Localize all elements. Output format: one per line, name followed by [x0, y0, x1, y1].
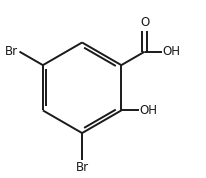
Text: Br: Br — [5, 45, 19, 58]
Text: O: O — [140, 16, 149, 29]
Text: Br: Br — [76, 161, 89, 174]
Text: OH: OH — [139, 104, 157, 117]
Text: OH: OH — [163, 45, 180, 58]
